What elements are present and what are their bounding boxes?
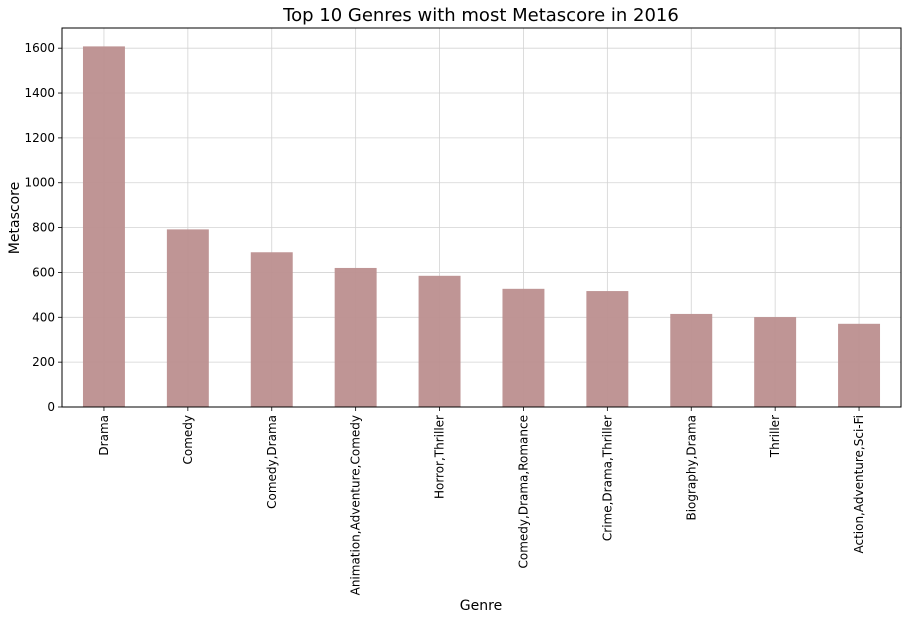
y-tick-label: 200 (32, 355, 55, 369)
bar-thriller (754, 317, 797, 407)
y-tick-label: 600 (32, 265, 55, 279)
x-tick-label: Horror,Thriller (433, 415, 447, 499)
bar-comedy-drama (250, 252, 293, 407)
x-tick-label: Drama (97, 415, 111, 456)
x-tick-label: Animation,Adventure,Comedy (349, 415, 363, 595)
y-tick-label: 1000 (24, 176, 55, 190)
bars (82, 46, 881, 408)
x-tick-label: Action,Adventure,Sci-Fi (852, 415, 866, 554)
x-axis-ticks: Drama Comedy Comedy,Drama Animation,Adventu… (97, 407, 866, 595)
x-tick-label: Crime,Drama,Thriller (600, 415, 614, 541)
y-tick-label: 1400 (24, 86, 55, 100)
x-tick-label: Thriller (768, 415, 782, 458)
bar-crime-drama-thriller (586, 291, 629, 407)
y-tick-label: 800 (32, 221, 55, 235)
y-tick-label: 0 (47, 400, 55, 414)
x-tick-label: Comedy,Drama (265, 415, 279, 509)
bar-animation-adventure-comedy (334, 267, 377, 407)
y-axis-ticks: 0 200 400 600 800 1000 1200 1400 1600 (24, 41, 62, 414)
y-tick-label: 400 (32, 310, 55, 324)
y-tick-label: 1200 (24, 131, 55, 145)
x-axis-label: Genre (460, 598, 502, 614)
x-tick-label: Biography,Drama (684, 415, 698, 521)
bar-biography-drama (670, 313, 713, 407)
bar-comedy-drama-romance (502, 288, 545, 407)
bar-drama (82, 46, 125, 408)
bar-action-adventure-sci-fi (838, 323, 881, 407)
bar-comedy (166, 229, 209, 407)
x-tick-label: Comedy (181, 415, 195, 465)
bar-horror-thriller (418, 275, 461, 407)
plot-area-frame (61, 27, 902, 408)
x-tick-label: Comedy,Drama,Romance (516, 415, 530, 568)
y-tick-label: 1600 (24, 41, 55, 55)
chart-title: Top 10 Genres with most Metascore in 201… (282, 5, 679, 26)
y-axis-label: Metascore (7, 182, 23, 254)
